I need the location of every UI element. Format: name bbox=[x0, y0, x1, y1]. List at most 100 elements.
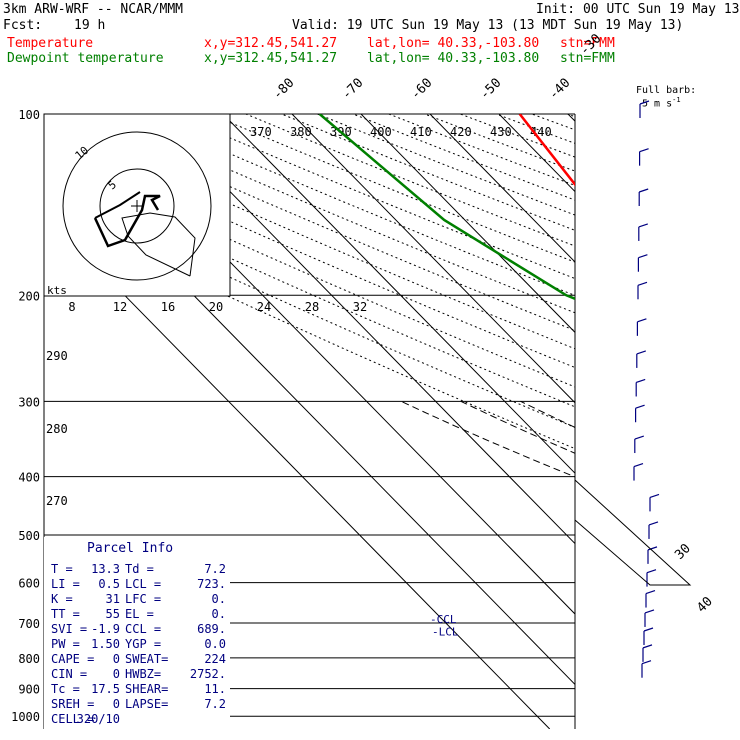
isotherm-label: -40 bbox=[546, 76, 573, 103]
parcel-row-value: 0.5 bbox=[98, 577, 120, 591]
moist-adiabat bbox=[700, 401, 740, 729]
pressure-label: 300 bbox=[18, 395, 40, 409]
parcel-row-value: 2752. bbox=[190, 667, 226, 681]
parcel-level-marker: -LCL bbox=[432, 625, 459, 638]
wind-barb-flag bbox=[643, 627, 654, 632]
pressure-label: 400 bbox=[18, 471, 40, 485]
barb-legend-exponent: -1 bbox=[672, 96, 681, 104]
parcel-row-label: PW = bbox=[51, 637, 80, 651]
wind-barb-flag bbox=[639, 148, 649, 153]
isotherm-label: -50 bbox=[477, 76, 504, 103]
wind-barb-flag bbox=[638, 254, 648, 259]
dew-station: stn=FMM bbox=[560, 51, 615, 66]
wind-barb-flag bbox=[639, 188, 649, 193]
parcel-row-value: 55 bbox=[106, 607, 120, 621]
moist-adiabat bbox=[580, 401, 740, 729]
theta-side-label: 270 bbox=[46, 494, 68, 508]
parcel-row-label: EL = bbox=[125, 607, 154, 621]
theta-label: 370 bbox=[250, 125, 272, 139]
temperature-trace bbox=[518, 114, 575, 187]
temperature-legend: Temperature bbox=[7, 36, 94, 51]
barb-legend-title: Full barb: bbox=[636, 85, 697, 96]
parcel-row-value: 0 bbox=[113, 697, 120, 711]
parcel-row-label: SVI = bbox=[51, 622, 87, 636]
moist-adiabat bbox=[640, 401, 740, 729]
isotherm-line bbox=[360, 114, 575, 334]
pressure-label: 700 bbox=[18, 617, 40, 631]
wind-barb-flag bbox=[636, 378, 646, 384]
theta-side-label: 280 bbox=[46, 422, 68, 436]
parcel-row-label: LI = bbox=[51, 577, 80, 591]
forecast-label: Fcst: bbox=[3, 18, 43, 33]
pressure-label: 900 bbox=[18, 683, 40, 697]
isotherm-line bbox=[706, 114, 740, 729]
model-title: 3km ARW-WRF -- NCAR/MMM bbox=[3, 2, 184, 17]
isotherm-line bbox=[222, 114, 575, 474]
hodograph-ring-outer bbox=[62, 131, 212, 281]
pressure-label: 600 bbox=[18, 577, 40, 591]
isotherm-label: 40 bbox=[694, 594, 716, 616]
hodograph-trace-thin bbox=[121, 212, 196, 277]
wind-barb-flag bbox=[647, 546, 658, 551]
parcel-info-box bbox=[44, 537, 230, 729]
wind-barb-flag bbox=[639, 100, 650, 105]
pressure-label: 800 bbox=[18, 652, 40, 666]
parcel-row-label: HWBZ= bbox=[125, 667, 161, 681]
parcel-row-value: 224 bbox=[204, 652, 226, 666]
wind-barb-flag bbox=[641, 660, 652, 665]
speed-axis-label: 16 bbox=[161, 300, 175, 314]
dry-adiabat bbox=[567, 114, 575, 118]
parcel-row-value: 0 bbox=[113, 667, 120, 681]
parcel-row-label: CIN = bbox=[51, 667, 87, 681]
dew-latlon: lat,lon= 40.33,-103.80 bbox=[367, 51, 540, 66]
isotherm-line bbox=[637, 114, 740, 729]
dry-adiabat bbox=[352, 114, 575, 201]
temp-latlon: lat,lon= 40.33,-103.80 bbox=[367, 36, 540, 51]
isotherm-line bbox=[291, 114, 575, 404]
wind-barb-flag bbox=[635, 404, 645, 409]
isotherm-label: -60 bbox=[408, 76, 435, 103]
dry-adiabat bbox=[44, 153, 575, 388]
parcel-row-value: 17.5 bbox=[91, 682, 120, 696]
dry-adiabat bbox=[495, 114, 575, 144]
wind-barb-flag bbox=[645, 589, 656, 595]
parcel-row-label: LFC = bbox=[125, 592, 161, 606]
isotherm-line bbox=[567, 114, 575, 122]
dry-adiabat bbox=[209, 114, 575, 263]
moist-adiabat bbox=[460, 400, 575, 454]
wind-barb-flag bbox=[648, 521, 659, 526]
parcel-row-value: 0. bbox=[212, 592, 226, 606]
theta-label: 410 bbox=[410, 125, 432, 139]
parcel-row-value: 689. bbox=[197, 622, 226, 636]
parcel-level-marker: -CCL bbox=[430, 613, 457, 626]
theta-label: 430 bbox=[490, 125, 512, 139]
parcel-row-label: LCL = bbox=[125, 577, 161, 591]
speed-axis-label: 12 bbox=[113, 300, 127, 314]
isotherm-line bbox=[498, 114, 575, 193]
hodograph-units: kts bbox=[47, 284, 67, 297]
dew-xy: x,y=312.45,541.27 bbox=[204, 51, 338, 66]
parcel-row-value: 31 bbox=[106, 592, 120, 606]
parcel-row-label: T = bbox=[51, 562, 73, 576]
wind-barb-flag bbox=[638, 223, 648, 228]
pressure-label: 100 bbox=[18, 108, 40, 122]
parcel-row-value: 320/10 bbox=[77, 712, 120, 726]
parcel-row-label: Tc = bbox=[51, 682, 80, 696]
valid-time: Valid: 19 UTC Sun 19 May 13 (13 MDT Sun … bbox=[292, 18, 684, 33]
dewpoint-legend: Dewpoint temperature bbox=[7, 51, 164, 66]
wind-barb-flag bbox=[634, 435, 644, 440]
forecast-hour: 19 h bbox=[74, 18, 106, 33]
dry-adiabat bbox=[603, 114, 740, 729]
wind-barb-flag bbox=[637, 281, 648, 286]
isotherm-label: -30 bbox=[577, 31, 604, 58]
parcel-row-value: 7.2 bbox=[204, 697, 226, 711]
theta-side-label: 290 bbox=[46, 349, 68, 363]
pressure-label: 1000 bbox=[11, 710, 40, 724]
pressure-label: 200 bbox=[18, 289, 40, 303]
wind-barb-flag bbox=[649, 493, 660, 498]
parcel-row-value: 0. bbox=[212, 607, 226, 621]
theta-label: 420 bbox=[450, 125, 472, 139]
pressure-label: 500 bbox=[18, 529, 40, 543]
parcel-row-label: CAPE = bbox=[51, 652, 94, 666]
isotherm-line bbox=[429, 114, 575, 263]
